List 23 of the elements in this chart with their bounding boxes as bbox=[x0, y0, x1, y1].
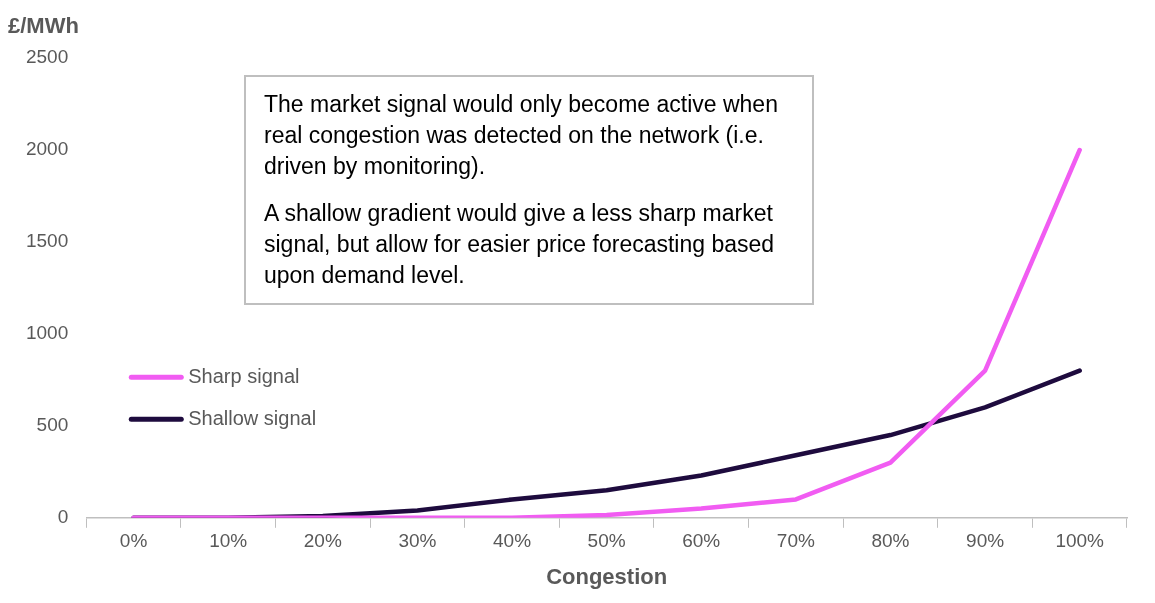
y-tick-label: 500 bbox=[36, 414, 69, 436]
x-tick-label: 0% bbox=[119, 530, 148, 552]
x-axis-title: Congestion bbox=[546, 563, 668, 589]
x-tick-label: 60% bbox=[682, 530, 721, 552]
y-tick-label: 1500 bbox=[25, 230, 69, 252]
y-tick-label: 2500 bbox=[25, 46, 69, 68]
x-tick-label: 20% bbox=[303, 530, 342, 552]
y-tick-label: 0 bbox=[57, 506, 69, 528]
x-tick-label: 50% bbox=[587, 530, 626, 552]
annotation: The market signal would only become active when real congestion was detected on the network (i.e. driven by monitoring). bbox=[264, 90, 779, 181]
x-tick-label: 30% bbox=[398, 530, 437, 552]
y-tick-label: 2000 bbox=[25, 138, 69, 160]
y-tick-label: 1000 bbox=[25, 322, 69, 344]
x-tick-label: 100% bbox=[1055, 530, 1105, 552]
legend-label: Shallow signal bbox=[188, 406, 317, 429]
x-tick-label: 80% bbox=[871, 530, 910, 552]
x-tick-label: 90% bbox=[966, 530, 1005, 552]
y-axis-title: £/MWh bbox=[8, 13, 79, 39]
x-tick-label: 40% bbox=[493, 530, 532, 552]
x-tick-label: 10% bbox=[209, 530, 248, 552]
annotation: A shallow gradient would give a less sharp market signal, but allow for easier price forecasting based upon demand level. bbox=[264, 199, 776, 290]
x-tick-label: 70% bbox=[776, 530, 815, 552]
legend-label: Sharp signal bbox=[188, 364, 300, 387]
